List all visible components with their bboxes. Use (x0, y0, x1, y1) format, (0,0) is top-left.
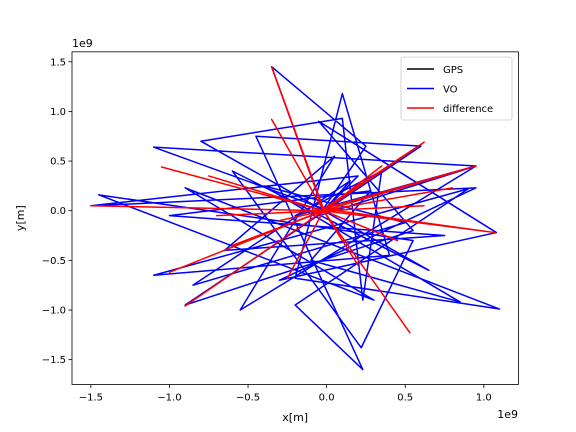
x-axis-ticks: −1.5 −1.0 −0.5 0.0 0.5 1.0 (79, 384, 492, 403)
y-tick-label: −1.0 (42, 306, 66, 317)
legend-label-difference: difference (443, 104, 493, 115)
y-axis-ticks: −1.5 −1.0 −0.5 0.0 0.5 1.0 1.5 (42, 57, 72, 366)
x-tick-label: −0.5 (236, 392, 260, 403)
series-line-difference (90, 65, 496, 334)
y-tick-label: −1.5 (42, 355, 66, 366)
x-offset-label: 1e9 (497, 408, 518, 421)
y-offset-label: 1e9 (72, 37, 93, 50)
x-tick-label: −1.0 (157, 392, 181, 403)
y-tick-label: −0.5 (42, 256, 66, 267)
x-axis-label: x[m] (282, 411, 308, 424)
series-layer (90, 65, 501, 371)
x-tick-label: −1.5 (79, 392, 103, 403)
legend-box (400, 56, 513, 121)
plot-frame (71, 51, 519, 385)
x-tick-label: 0.0 (319, 392, 335, 403)
y-tick-label: 0.0 (50, 206, 66, 217)
legend-label-gps: GPS (443, 65, 463, 76)
y-tick-label: 0.5 (50, 157, 66, 168)
legend-label-vo: VO (443, 85, 458, 96)
y-tick-label: 1.0 (50, 107, 66, 118)
legend: GPS VO difference (400, 56, 513, 121)
x-tick-label: 1.0 (476, 392, 492, 403)
y-tick-label: 1.5 (50, 57, 66, 68)
y-axis-label: y[m] (14, 205, 27, 231)
x-tick-label: 0.5 (397, 392, 413, 403)
series-line-vo (90, 65, 501, 371)
